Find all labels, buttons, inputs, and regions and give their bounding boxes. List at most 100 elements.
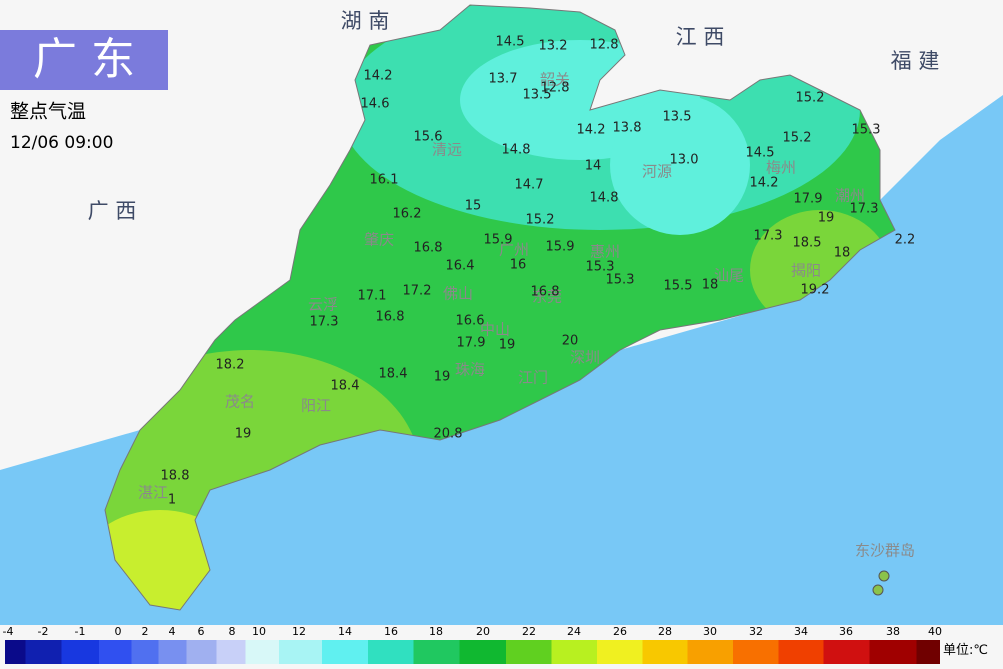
temperature-reading: 14.2 bbox=[750, 176, 779, 191]
legend-swatch bbox=[245, 640, 279, 664]
legend-tick-label: 0 bbox=[115, 625, 122, 638]
city-label: 中山 bbox=[480, 321, 510, 339]
legend-tick-label: 34 bbox=[794, 625, 808, 638]
island bbox=[878, 570, 890, 582]
legend-swatch bbox=[506, 640, 552, 664]
city-label: 深圳 bbox=[570, 349, 600, 367]
temperature-reading: 13.5 bbox=[663, 110, 692, 125]
legend-tick-label: 6 bbox=[198, 625, 205, 638]
temperature-reading: 13.0 bbox=[670, 153, 699, 168]
legend-swatch bbox=[869, 640, 917, 664]
temperature-reading: 18.2 bbox=[216, 358, 245, 373]
temperature-reading: 19.2 bbox=[801, 283, 830, 298]
legend-tick-label: 12 bbox=[292, 625, 306, 638]
temperature-reading: 16.8 bbox=[376, 310, 405, 325]
temperature-reading: 16.4 bbox=[446, 259, 475, 274]
temperature-reading: 17.1 bbox=[358, 289, 387, 304]
legend-tick-label: 36 bbox=[839, 625, 853, 638]
temperature-reading: 2.2 bbox=[895, 233, 916, 248]
legend-tick-label: 40 bbox=[928, 625, 942, 638]
city-label: 梅州 bbox=[766, 159, 796, 177]
legend-tick-label: -2 bbox=[38, 625, 49, 638]
legend-swatch bbox=[642, 640, 688, 664]
legend-swatch bbox=[279, 640, 322, 664]
temperature-reading: 14.2 bbox=[577, 123, 606, 138]
city-label: 云浮 bbox=[308, 296, 338, 314]
temperature-reading: 17.9 bbox=[794, 192, 823, 207]
legend-swatch bbox=[916, 640, 940, 664]
temperature-reading: 14.8 bbox=[590, 191, 619, 206]
city-label: 肇庆 bbox=[364, 231, 394, 249]
legend-tick-label: 32 bbox=[749, 625, 763, 638]
city-label: 江门 bbox=[518, 369, 548, 387]
temperature-reading: 17.3 bbox=[850, 202, 879, 217]
temperature-reading: 12.8 bbox=[590, 38, 619, 53]
temperature-reading: 17.3 bbox=[310, 315, 339, 330]
legend-swatch bbox=[551, 640, 597, 664]
legend-swatch bbox=[459, 640, 506, 664]
legend-tick-label: -4 bbox=[3, 625, 14, 638]
temperature-reading: 15 bbox=[465, 199, 482, 214]
legend-swatch bbox=[61, 640, 99, 664]
temperature-reading: 17.2 bbox=[403, 284, 432, 299]
city-label: 汕尾 bbox=[714, 267, 744, 285]
legend-swatch bbox=[5, 640, 26, 664]
time: 12/06 09:00 bbox=[10, 133, 113, 153]
region-label: 江 西 bbox=[676, 25, 725, 49]
legend-swatch bbox=[778, 640, 824, 664]
temperature-reading: 15.9 bbox=[546, 240, 575, 255]
temperature-reading: 15.6 bbox=[414, 130, 443, 145]
legend-swatch bbox=[368, 640, 414, 664]
temperature-reading: 13.7 bbox=[489, 72, 518, 87]
title-box bbox=[0, 30, 168, 90]
city-label: 揭阳 bbox=[791, 262, 821, 280]
temperature-reading: 14.7 bbox=[515, 178, 544, 193]
legend-swatch bbox=[186, 640, 217, 664]
temperature-reading: 14.5 bbox=[496, 35, 525, 50]
temperature-reading: 15.2 bbox=[783, 131, 812, 146]
temperature-reading: 18.4 bbox=[331, 379, 360, 394]
temperature-reading: 19 bbox=[434, 370, 451, 385]
temperature-reading: 13.2 bbox=[539, 39, 568, 54]
legend-tick-label: 10 bbox=[252, 625, 266, 638]
temperature-reading: 15.3 bbox=[586, 260, 615, 275]
temperature-reading: 15.9 bbox=[484, 233, 513, 248]
city-label: 广州 bbox=[499, 241, 529, 259]
region-label: 福 建 bbox=[891, 49, 940, 73]
city-label: 茂名 bbox=[225, 393, 255, 411]
temperature-reading: 18 bbox=[702, 278, 719, 293]
temperature-reading: 14.2 bbox=[364, 69, 393, 84]
temperature-reading: 14.8 bbox=[502, 143, 531, 158]
temperature-reading: 16.6 bbox=[456, 314, 485, 329]
temperature-reading: 17.9 bbox=[457, 336, 486, 351]
legend-tick-label: 4 bbox=[169, 625, 176, 638]
temperature-reading: 18.8 bbox=[161, 469, 190, 484]
temperature-reading: 18 bbox=[834, 246, 851, 261]
temperature-reading: 12.8 bbox=[541, 81, 570, 96]
temperature-reading: 16.2 bbox=[393, 207, 422, 222]
city-label: 珠海 bbox=[455, 361, 485, 379]
temperature-reading: 16.1 bbox=[370, 173, 399, 188]
legend-tick-label: 20 bbox=[476, 625, 490, 638]
city-label: 潮州 bbox=[835, 187, 865, 205]
temperature-reading: 18.5 bbox=[793, 236, 822, 251]
legend-swatch bbox=[99, 640, 132, 664]
temperature-reading: 15.3 bbox=[852, 123, 881, 138]
island bbox=[872, 584, 884, 596]
legend-tick-label: 16 bbox=[384, 625, 398, 638]
city-label: 东莞 bbox=[532, 288, 562, 306]
temperature-reading: 14.6 bbox=[361, 97, 390, 112]
temperature-reading: 17.3 bbox=[754, 229, 783, 244]
temperature-reading: 15.5 bbox=[664, 279, 693, 294]
temperature-reading: 20 bbox=[562, 334, 579, 349]
legend-swatch bbox=[25, 640, 62, 664]
legend-tick-label: 28 bbox=[658, 625, 672, 638]
region-label: 湖 南 bbox=[341, 9, 390, 33]
subtitle: 整点气温 bbox=[10, 101, 86, 123]
city-label: 湛江 bbox=[138, 484, 168, 502]
temperature-reading: 19 bbox=[818, 211, 835, 226]
temperature-reading: 1 bbox=[168, 493, 176, 508]
legend-unit: 单位:℃ bbox=[943, 643, 988, 658]
city-label: 韶关 bbox=[540, 71, 570, 89]
